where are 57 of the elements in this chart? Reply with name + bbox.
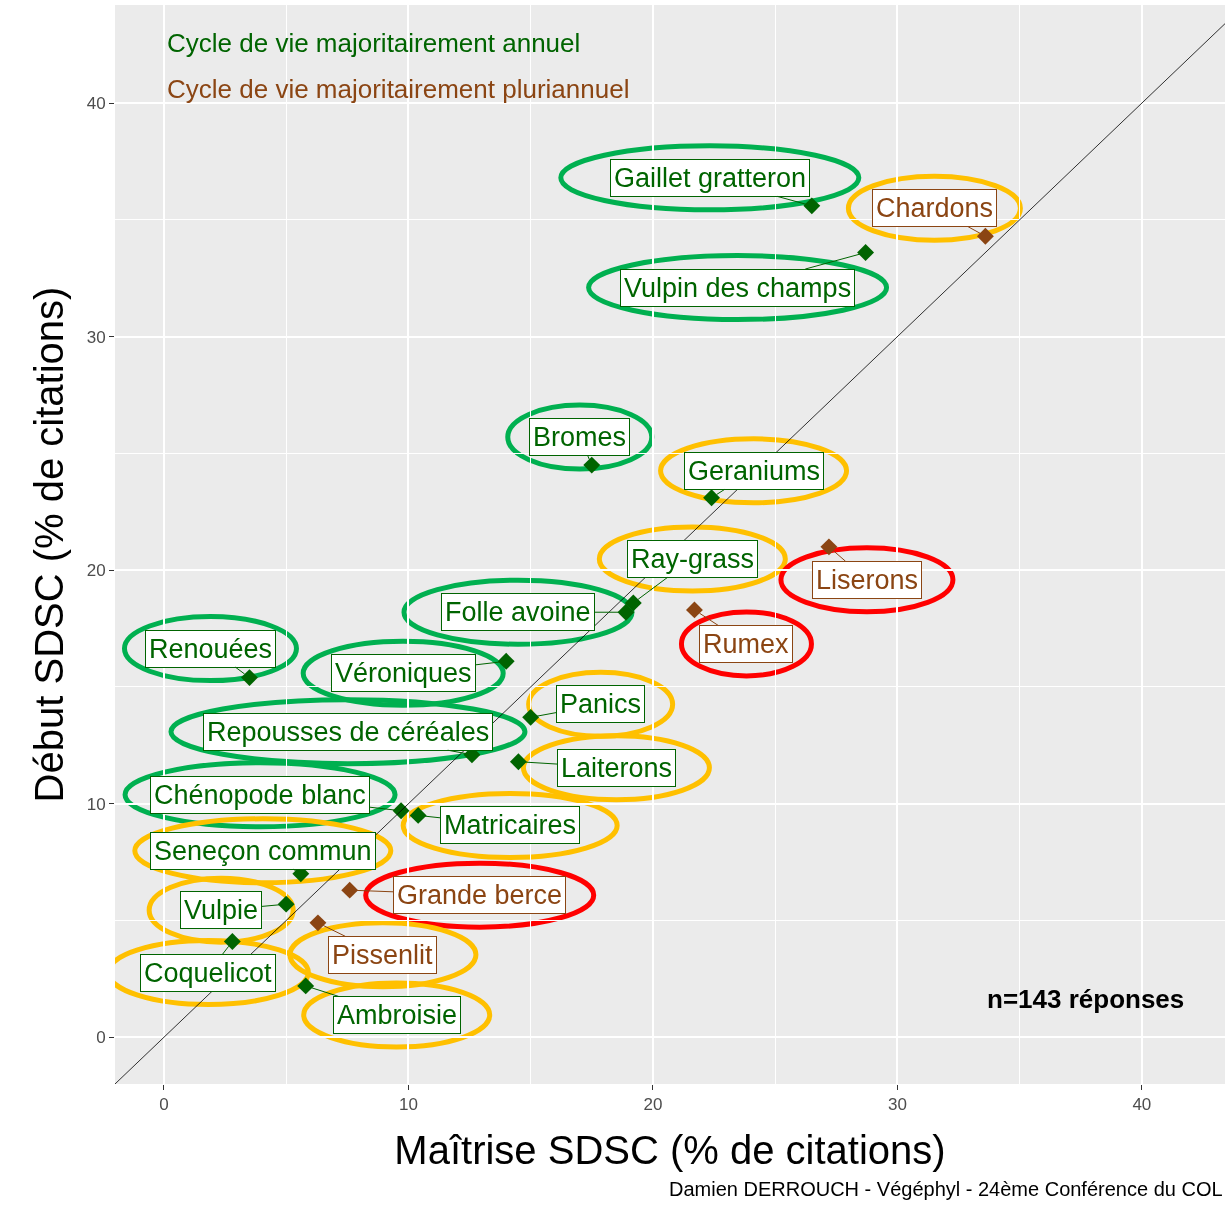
y-tick-label: 10	[86, 794, 106, 814]
text: Damien DERROUCH - Végéphyl - 24ème Conférence du COL	[669, 1178, 1223, 1200]
annotation: Rumex	[703, 629, 790, 659]
y-tick-label: 40	[86, 94, 106, 114]
annotation: n=143 réponses	[987, 984, 1185, 1014]
point	[686, 601, 703, 619]
annotation: Liserons	[816, 565, 919, 595]
point	[703, 489, 721, 507]
point	[803, 197, 821, 215]
y-tick-label: 30	[86, 327, 106, 347]
point	[857, 244, 875, 262]
point	[509, 753, 527, 771]
annotation: Laiterons	[561, 753, 673, 783]
text: Cycle de vie majoritairement annuel	[167, 28, 581, 58]
annotation: Bromes	[533, 422, 627, 452]
annotation: Vulpin des champs	[624, 273, 852, 303]
y-tick-label: 20	[86, 561, 106, 581]
annotation: Panics	[560, 689, 642, 719]
point	[624, 594, 642, 612]
point	[297, 977, 315, 995]
point	[277, 895, 295, 913]
annotation: Ambroisie	[337, 1000, 458, 1030]
annotation: Ray-grass	[631, 544, 755, 574]
point	[497, 652, 515, 670]
annotation: Chardons	[876, 193, 994, 223]
annotation: Matricaires	[444, 810, 577, 840]
annotation: Renouées	[149, 634, 273, 664]
point	[223, 933, 241, 950]
point	[309, 914, 327, 932]
annotation: Vulpie	[184, 895, 259, 925]
annotation: Folle avoine	[445, 597, 591, 627]
annotation: Coquelicot	[144, 958, 273, 988]
x-tick-label: 40	[1132, 1095, 1152, 1115]
annotation: Véroniques	[335, 658, 472, 688]
point	[522, 708, 540, 726]
y-tick-label: 0	[96, 1028, 106, 1048]
x-tick-label: 20	[643, 1095, 663, 1115]
point	[583, 456, 601, 474]
x-tick-label: 10	[398, 1095, 418, 1115]
annotation: Chénopode blanc	[154, 780, 366, 810]
point	[820, 538, 838, 556]
y-axis-title: Début SDSC (% de citations)	[27, 286, 72, 803]
annotation: Seneçon commun	[154, 836, 372, 866]
x-axis-title: Maîtrise SDSC (% de citations)	[394, 1127, 946, 1172]
annotation: Gaillet gratteron	[614, 163, 807, 193]
point	[617, 603, 635, 621]
text: Cycle de vie majoritairement pluriannuel	[167, 74, 630, 104]
x-tick-label: 0	[159, 1095, 169, 1115]
annotation: Grande berce	[397, 880, 563, 910]
point	[241, 669, 258, 687]
point	[976, 227, 994, 245]
annotation: Pissenlit	[332, 940, 434, 970]
annotation: Repousses de céréales	[207, 717, 490, 747]
x-tick-label: 30	[887, 1095, 907, 1115]
point	[341, 881, 359, 899]
point	[409, 806, 427, 824]
annotation: Geraniums	[688, 456, 821, 486]
